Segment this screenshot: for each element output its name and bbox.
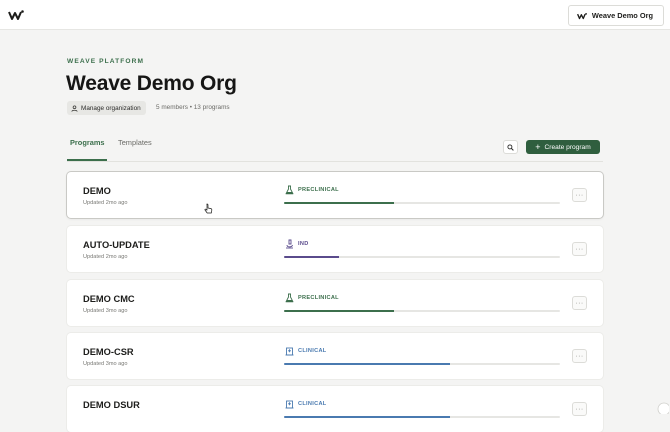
phase-label: CLINICAL xyxy=(298,401,327,407)
progress-track xyxy=(284,363,560,365)
more-options-button[interactable]: ··· xyxy=(572,296,587,310)
phase-badge: PRECLINICAL xyxy=(285,293,339,303)
search-button[interactable] xyxy=(503,140,518,154)
more-options-button[interactable]: ··· xyxy=(572,242,587,256)
program-updated: Updated 3mo ago xyxy=(83,361,128,367)
phase-label: CLINICAL xyxy=(298,348,327,354)
more-options-button[interactable]: ··· xyxy=(572,349,587,363)
org-switcher-button[interactable]: Weave Demo Org xyxy=(567,5,664,26)
top-bar: Weave Demo Org xyxy=(0,0,670,30)
progress-track xyxy=(284,202,560,204)
progress-fill xyxy=(284,416,450,418)
hospital-icon xyxy=(285,400,294,409)
active-tab-indicator xyxy=(67,159,107,161)
flask-icon xyxy=(285,293,294,303)
org-switcher-label: Weave Demo Org xyxy=(591,11,653,20)
program-card[interactable]: DEMO Updated 2mo ago PRECLINICAL ··· xyxy=(67,172,603,218)
tab-programs[interactable]: Programs xyxy=(70,138,105,147)
progress-track xyxy=(284,416,560,418)
progress-fill xyxy=(284,202,395,204)
tab-templates[interactable]: Templates xyxy=(118,138,152,147)
phase-label: PRECLINICAL xyxy=(298,187,339,193)
page-title: Weave Demo Org xyxy=(66,72,237,95)
user-icon xyxy=(71,104,78,112)
progress-track xyxy=(284,310,560,312)
flask-icon xyxy=(285,185,294,195)
program-name: DEMO CMC xyxy=(83,294,135,304)
phase-badge: IND xyxy=(285,239,309,249)
manage-organization-label: Manage organization xyxy=(81,104,141,112)
phase-badge: CLINICAL xyxy=(285,399,327,409)
phase-badge: PRECLINICAL xyxy=(285,185,339,195)
org-meta: 5 members • 13 programs xyxy=(156,104,230,111)
phase-label: PRECLINICAL xyxy=(298,295,339,301)
page-eyebrow: WEAVE PLATFORM xyxy=(67,58,145,65)
create-program-label: Create program xyxy=(544,143,591,151)
tabs-divider xyxy=(67,161,603,162)
program-updated: Updated 3mo ago xyxy=(83,308,128,314)
program-card[interactable]: DEMO CMC Updated 3mo ago PRECLINICAL ··· xyxy=(67,280,603,326)
program-card[interactable]: DEMO DSUR CLINICAL ··· xyxy=(67,386,603,432)
create-program-button[interactable]: + Create program xyxy=(526,140,600,154)
program-name: DEMO-CSR xyxy=(83,347,134,357)
program-name: DEMO xyxy=(83,186,111,196)
progress-fill xyxy=(284,256,340,258)
manage-organization-button[interactable]: Manage organization xyxy=(67,101,146,115)
progress-fill xyxy=(284,310,395,312)
help-icon[interactable] xyxy=(655,400,669,414)
program-name: DEMO DSUR xyxy=(83,400,140,410)
microscope-icon xyxy=(286,239,293,249)
program-name: AUTO-UPDATE xyxy=(83,240,150,250)
program-updated: Updated 2mo ago xyxy=(83,200,128,206)
search-icon xyxy=(507,143,514,151)
more-options-button[interactable]: ··· xyxy=(572,188,587,202)
pointer-cursor-icon xyxy=(204,203,213,214)
weave-logo-icon[interactable] xyxy=(8,9,24,21)
progress-track xyxy=(284,256,560,258)
program-updated: Updated 2mo ago xyxy=(83,254,128,260)
weave-logo-icon xyxy=(576,12,587,19)
program-card[interactable]: AUTO-UPDATE Updated 2mo ago IND ··· xyxy=(67,226,603,272)
phase-badge: CLINICAL xyxy=(285,346,327,356)
hospital-icon xyxy=(285,347,294,356)
phase-label: IND xyxy=(298,241,309,247)
plus-icon: + xyxy=(535,141,541,152)
progress-fill xyxy=(284,363,450,365)
program-card[interactable]: DEMO-CSR Updated 3mo ago CLINICAL ··· xyxy=(67,333,603,379)
